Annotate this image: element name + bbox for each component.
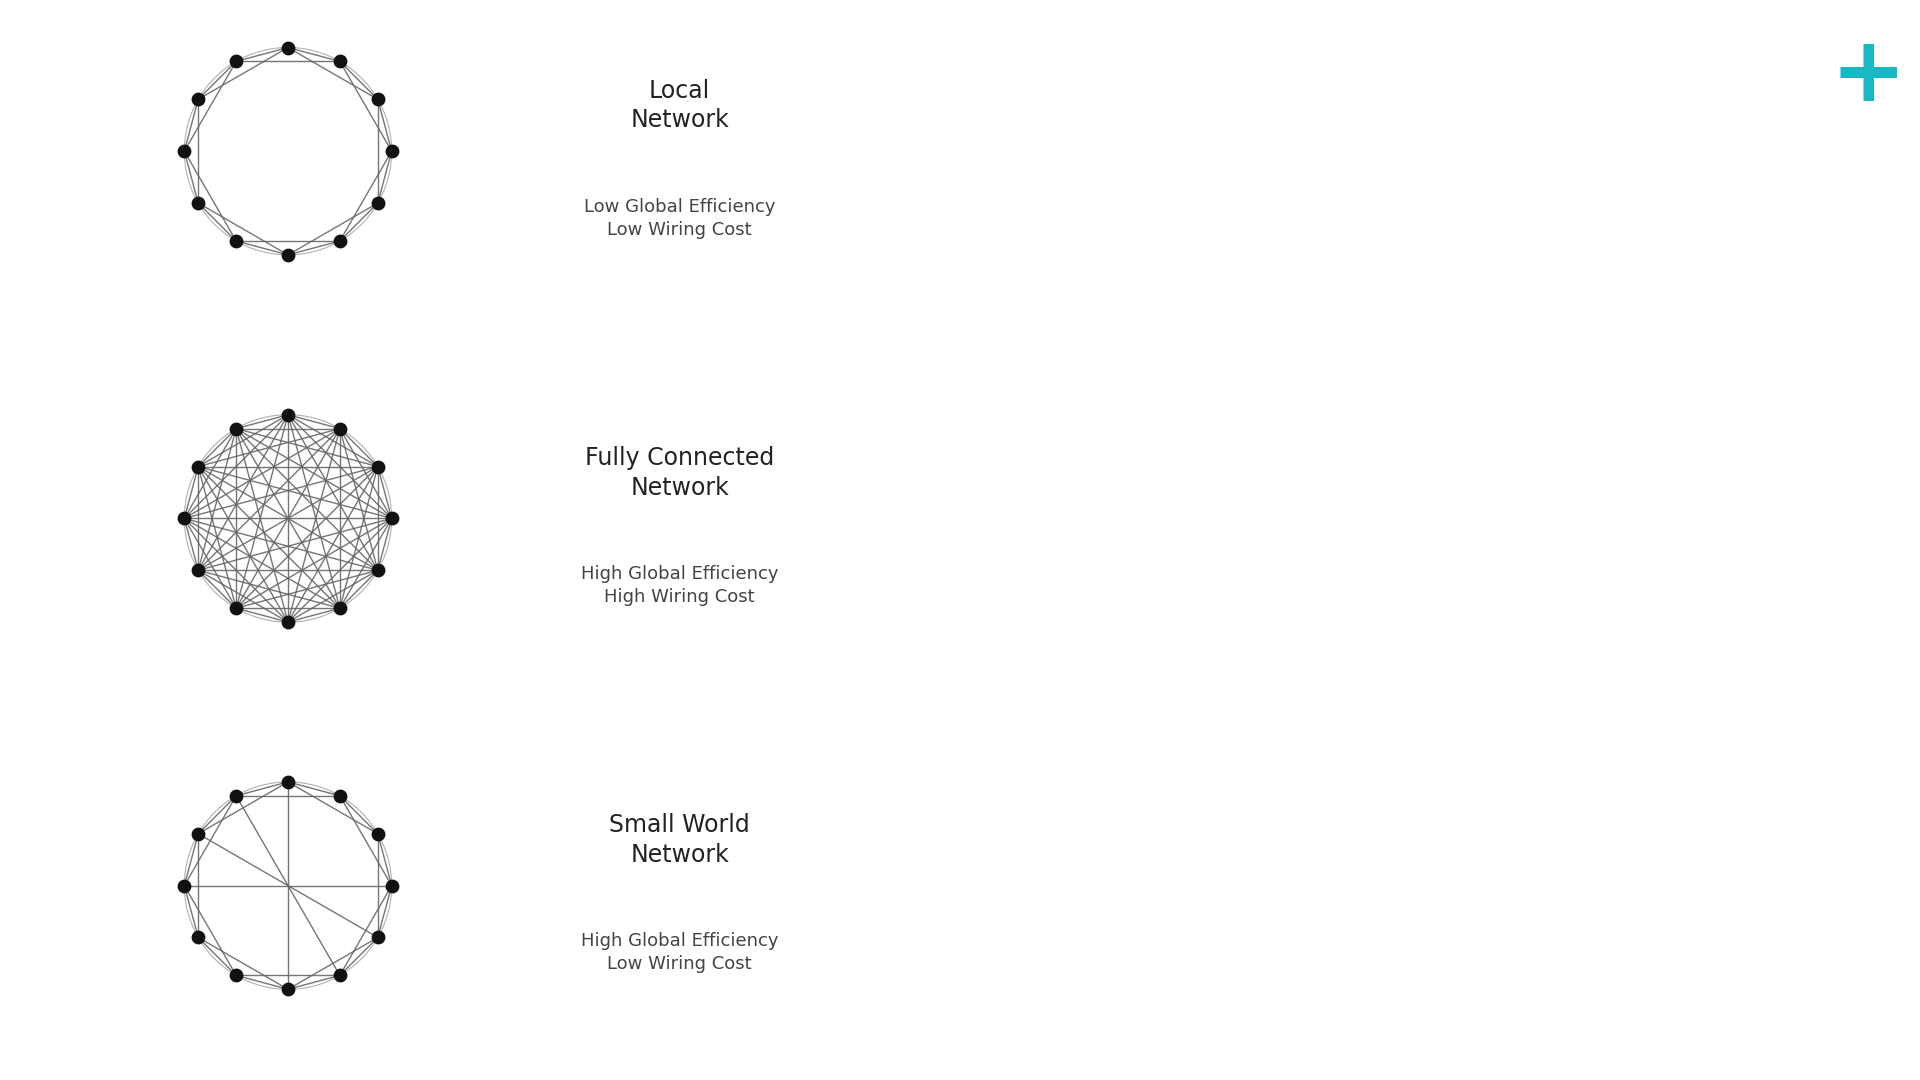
Point (182, 825, 213, 842)
Point (273, 613, 303, 631)
Point (221, 232, 252, 249)
Text: High Global Efficiency
High Wiring Cost: High Global Efficiency High Wiring Cost (582, 565, 778, 606)
Point (221, 53, 252, 70)
Point (273, 246, 303, 264)
Text: High Global Efficiency
Low Wiring Cost: High Global Efficiency Low Wiring Cost (582, 932, 778, 973)
Point (324, 787, 355, 805)
Point (182, 194, 213, 212)
Point (324, 232, 355, 249)
Text: Small World
Network: Small World Network (609, 813, 751, 867)
Point (363, 929, 394, 946)
Point (324, 967, 355, 984)
Point (376, 877, 407, 894)
Point (221, 787, 252, 805)
Text: •  These forms of sparsity minimize wiring
cost while maximizing network
efficie: • These forms of sparsity minimize wirin… (937, 767, 1555, 868)
Point (363, 562, 394, 579)
Point (363, 194, 394, 212)
Text: •  The brain uses primarily two forms of
sparsity: Small-World and Scale-Free.: • The brain uses primarily two forms of … (937, 589, 1519, 653)
Point (376, 143, 407, 160)
Text: Low Global Efficiency
Low Wiring Cost: Low Global Efficiency Low Wiring Cost (584, 198, 776, 239)
Text: Sparsity is critical for
scalable neuromorphic
hardware: Sparsity is critical for scalable neurom… (952, 108, 1665, 291)
Point (182, 91, 213, 108)
Point (363, 825, 394, 842)
Text: •  They allow the wiring density to scale
at the same rate as the neuron density: • They allow the wiring density to scale… (937, 945, 1524, 1010)
Point (363, 458, 394, 475)
Point (182, 562, 213, 579)
Point (169, 143, 200, 160)
Point (182, 929, 213, 946)
Point (169, 510, 200, 527)
Point (169, 877, 200, 894)
Text: +: + (1830, 31, 1907, 120)
Point (376, 510, 407, 527)
Point (221, 599, 252, 617)
Text: Fully Connected
Network: Fully Connected Network (586, 446, 774, 500)
Point (273, 981, 303, 998)
Point (273, 406, 303, 423)
Point (273, 39, 303, 56)
Point (221, 420, 252, 437)
Point (324, 599, 355, 617)
Point (182, 458, 213, 475)
Point (324, 53, 355, 70)
Point (221, 967, 252, 984)
Point (324, 420, 355, 437)
Point (363, 91, 394, 108)
Text: Local
Network: Local Network (630, 79, 730, 133)
Point (273, 773, 303, 791)
